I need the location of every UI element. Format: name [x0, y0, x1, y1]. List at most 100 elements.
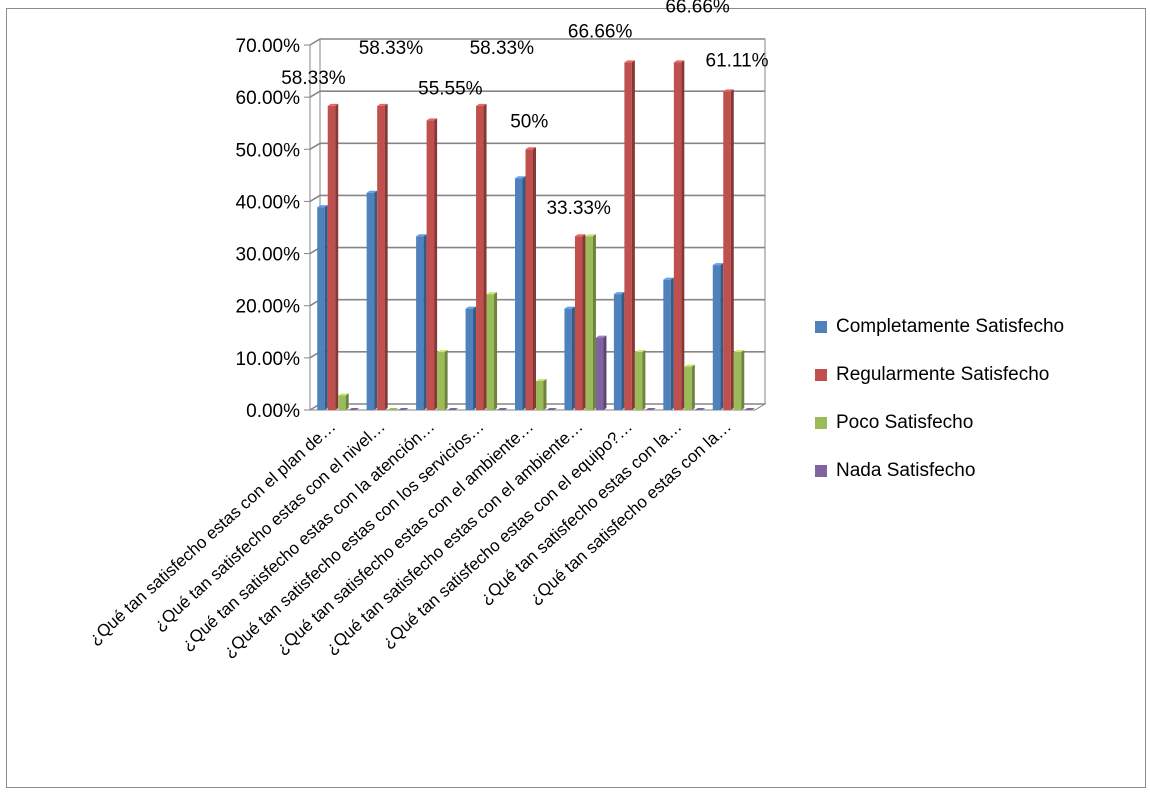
bar-top: [585, 234, 596, 237]
y-tick-label: 30.00%: [236, 245, 301, 266]
bar-front: [437, 352, 445, 410]
bar-top: [338, 393, 349, 396]
bar-front: [733, 352, 742, 410]
category-labels: ¿Qué tan satisfecho estas con el plan de…: [85, 417, 735, 661]
bar: [624, 60, 635, 411]
bar: [416, 234, 427, 410]
bar-side: [522, 176, 526, 410]
bar: [437, 350, 448, 410]
bar: [348, 408, 360, 410]
bar-front: [613, 294, 622, 410]
gridline: [309, 90, 765, 98]
bar: [684, 364, 695, 410]
bar-top: [437, 350, 448, 353]
bar-side: [335, 103, 339, 411]
bar: [723, 89, 734, 410]
bar: [497, 408, 508, 410]
bar-front: [723, 91, 731, 410]
bar-side: [670, 277, 674, 410]
bar-top: [624, 60, 635, 63]
bar-side: [631, 60, 635, 411]
bar-top: [426, 118, 438, 121]
bar-side: [324, 205, 328, 410]
bar-zero: [387, 408, 399, 410]
bar-side: [483, 103, 487, 411]
bar-top: [416, 234, 427, 237]
bar-front: [486, 294, 495, 410]
bar: [447, 408, 459, 410]
bar: [465, 306, 477, 410]
bar-side: [423, 234, 427, 410]
bar-top: [366, 190, 378, 193]
data-label: 33.33%: [546, 198, 611, 219]
bar: [546, 408, 557, 410]
bar-zero: [447, 408, 459, 410]
bar-front: [515, 178, 523, 410]
bar-front: [536, 381, 544, 410]
gridline: [309, 142, 765, 150]
bar-side: [582, 234, 586, 410]
bar-front: [634, 352, 643, 410]
y-axis-ticks: 0.00% 10.00% 20.00% 30.00% 40.00% 50.00% 60.00…: [236, 36, 301, 422]
bar-top: [574, 234, 586, 237]
data-label: 58.33%: [470, 38, 535, 59]
bar-side: [434, 118, 438, 410]
bar-front: [684, 366, 692, 410]
bar-front: [525, 149, 533, 411]
bar: [426, 118, 438, 410]
bar: [515, 176, 526, 410]
legend-swatch: [815, 369, 827, 381]
y-tick-label: 40.00%: [236, 192, 301, 213]
bar-front: [663, 279, 671, 410]
bar-top: [525, 147, 536, 150]
bar-top: [317, 205, 328, 208]
bar-side: [444, 350, 448, 410]
data-label: 61.11%: [706, 50, 769, 71]
bar-front: [595, 337, 604, 410]
bar-side: [603, 335, 607, 410]
y-tick-label: 20.00%: [236, 297, 301, 318]
bar: [476, 103, 487, 411]
bar: [377, 103, 388, 411]
bar-top: [733, 350, 745, 353]
bar-side: [621, 292, 625, 410]
legend-item: Completamente Satisfecho: [815, 316, 1064, 337]
bar-zero: [497, 408, 508, 410]
bar-zero: [645, 408, 656, 410]
bar-side: [345, 393, 349, 410]
bar: [595, 335, 607, 410]
bar-top: [536, 379, 547, 382]
bar: [585, 234, 596, 410]
bar: [398, 408, 409, 410]
bar-side: [720, 263, 724, 410]
bar-side: [543, 379, 547, 410]
legend: Completamente Satisfecho Regularmente Sat…: [815, 316, 1064, 481]
bar-front: [426, 120, 435, 410]
bar-front: [416, 236, 424, 410]
bars: [317, 60, 755, 411]
bar-front: [377, 105, 385, 411]
bar: [712, 263, 724, 410]
bar-zero: [348, 408, 360, 410]
bar-top: [613, 292, 625, 295]
bar-top: [712, 263, 724, 266]
bar-front: [366, 192, 375, 410]
bar: [663, 277, 674, 410]
bar-top: [515, 176, 526, 179]
bar: [564, 306, 575, 410]
legend-swatch: [815, 417, 827, 429]
bar-front: [317, 207, 325, 410]
bar-front: [338, 395, 346, 410]
bar-front: [564, 308, 572, 410]
bar: [317, 205, 328, 410]
bar-zero: [398, 408, 409, 410]
data-label: 66.66%: [568, 21, 633, 42]
bar: [387, 408, 399, 410]
bar-front: [476, 105, 484, 411]
legend-label: Completamente Satisfecho: [836, 316, 1064, 337]
data-label: 58.33%: [281, 68, 346, 89]
bar: [744, 408, 755, 410]
bar-side: [374, 190, 378, 410]
bar: [574, 234, 586, 410]
y-tick-label: 0.00%: [246, 401, 300, 422]
